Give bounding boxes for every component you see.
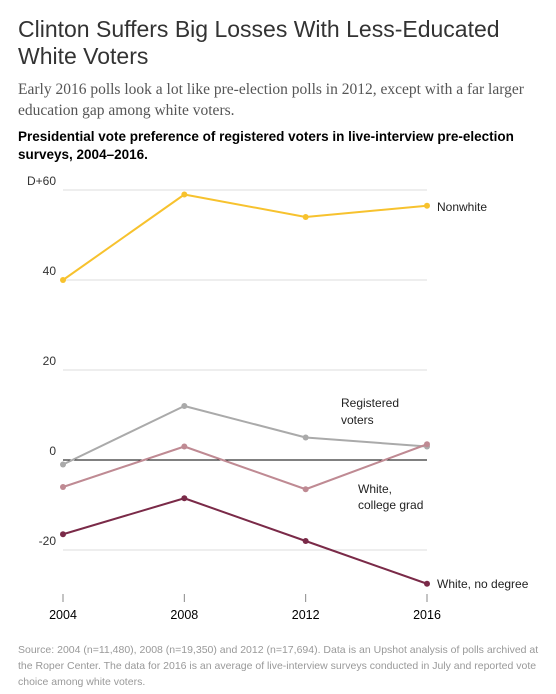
source-note: Source: 2004 (n=11,480), 2008 (n=19,350)…	[18, 644, 539, 688]
series-label: college grad	[358, 498, 423, 512]
data-point	[302, 486, 309, 493]
dek: Early 2016 polls look a lot like pre-ele…	[18, 81, 524, 119]
data-point	[60, 531, 66, 538]
data-point	[424, 441, 430, 448]
data-point	[302, 434, 309, 441]
series-label: White,	[358, 482, 392, 496]
series-line	[62, 497, 428, 585]
data-point	[181, 495, 188, 502]
data-point	[302, 538, 309, 544]
x-tick-label: 2016	[413, 608, 441, 622]
data-point	[60, 277, 66, 283]
data-point	[302, 214, 309, 220]
y-tick-label: 20	[43, 354, 57, 368]
series-label: voters	[341, 413, 374, 427]
series-label: White, no degree	[437, 577, 529, 591]
chart-title: Presidential vote preference of register…	[18, 129, 514, 162]
y-tick-label: -20	[39, 534, 57, 548]
y-tick-label: 0	[49, 444, 56, 458]
series-label: Nonwhite	[437, 200, 487, 214]
x-tick-label: 2012	[292, 608, 320, 622]
headline: Clinton Suffers Big Losses With Less-Edu…	[18, 16, 500, 69]
y-tick-label: 40	[43, 264, 57, 278]
data-point	[181, 191, 188, 198]
line-chart: D+60 40 20 0 -20 2004 2008 2012 2016 Nonwhite Regi…	[27, 174, 529, 622]
data-point	[424, 580, 430, 587]
y-tick-label: D+60	[27, 174, 56, 188]
x-tick-label: 2004	[49, 608, 77, 622]
data-point	[181, 403, 188, 409]
series-line	[62, 193, 428, 281]
series-line	[62, 443, 428, 491]
data-point	[60, 484, 66, 490]
series-label: Registered	[341, 396, 399, 410]
x-tick-label: 2008	[170, 608, 198, 622]
data-point	[60, 461, 66, 468]
series-line	[62, 405, 428, 466]
data-point	[424, 202, 430, 209]
data-point	[181, 443, 188, 450]
